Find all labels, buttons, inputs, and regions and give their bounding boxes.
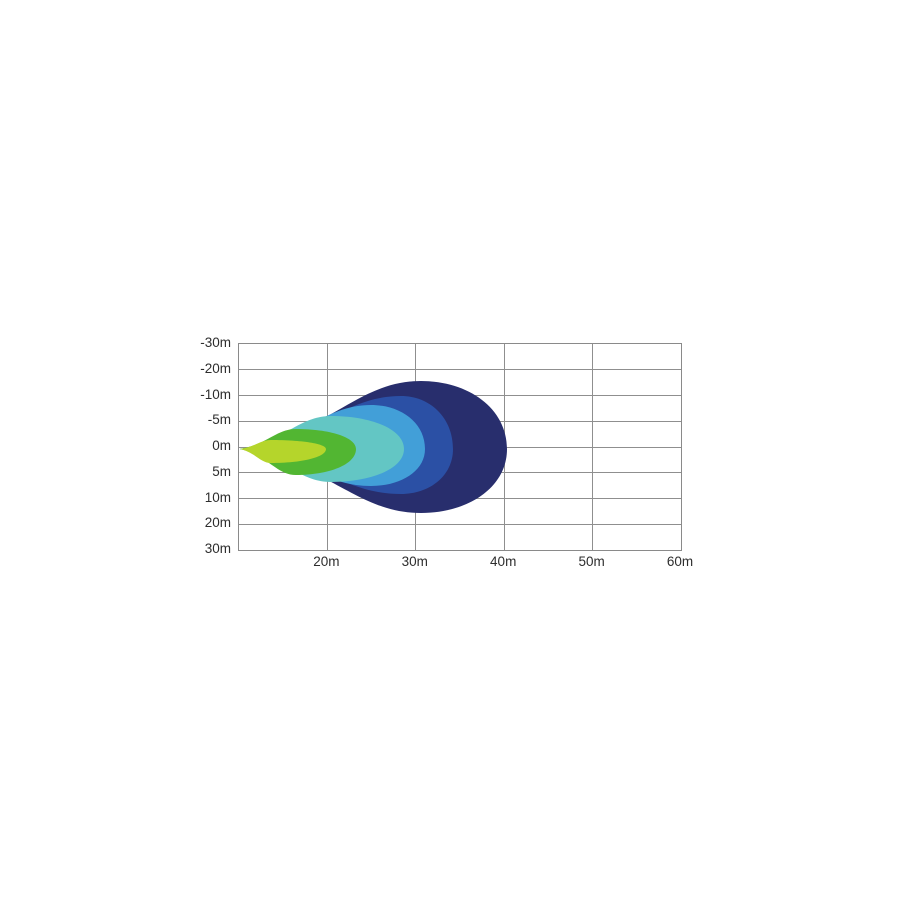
y-tick-label: 0m <box>212 438 231 453</box>
x-tick-label: 20m <box>313 554 340 569</box>
plot-area <box>238 343 682 551</box>
y-tick-label: 20m <box>204 515 231 531</box>
v-gridline <box>592 344 594 550</box>
x-tick-label: 30m <box>401 554 428 569</box>
beam-contours <box>240 381 507 513</box>
h-gridline <box>239 369 681 371</box>
y-tick-label: -20m <box>200 360 231 376</box>
x-tick-label: 40m <box>490 554 517 569</box>
h-gridline <box>239 523 681 525</box>
y-tick-label: 5m <box>212 463 231 479</box>
y-tick-label: -5m <box>207 412 231 428</box>
y-tick-label: 30m <box>204 541 231 556</box>
beam-layer-yellow-green <box>240 440 326 463</box>
y-tick-label: 10m <box>204 489 231 505</box>
y-tick-label: -10m <box>200 386 231 402</box>
y-tick-label: -30m <box>200 335 231 350</box>
x-tick-label: 50m <box>578 554 605 569</box>
x-tick-label: 60m <box>666 554 694 569</box>
